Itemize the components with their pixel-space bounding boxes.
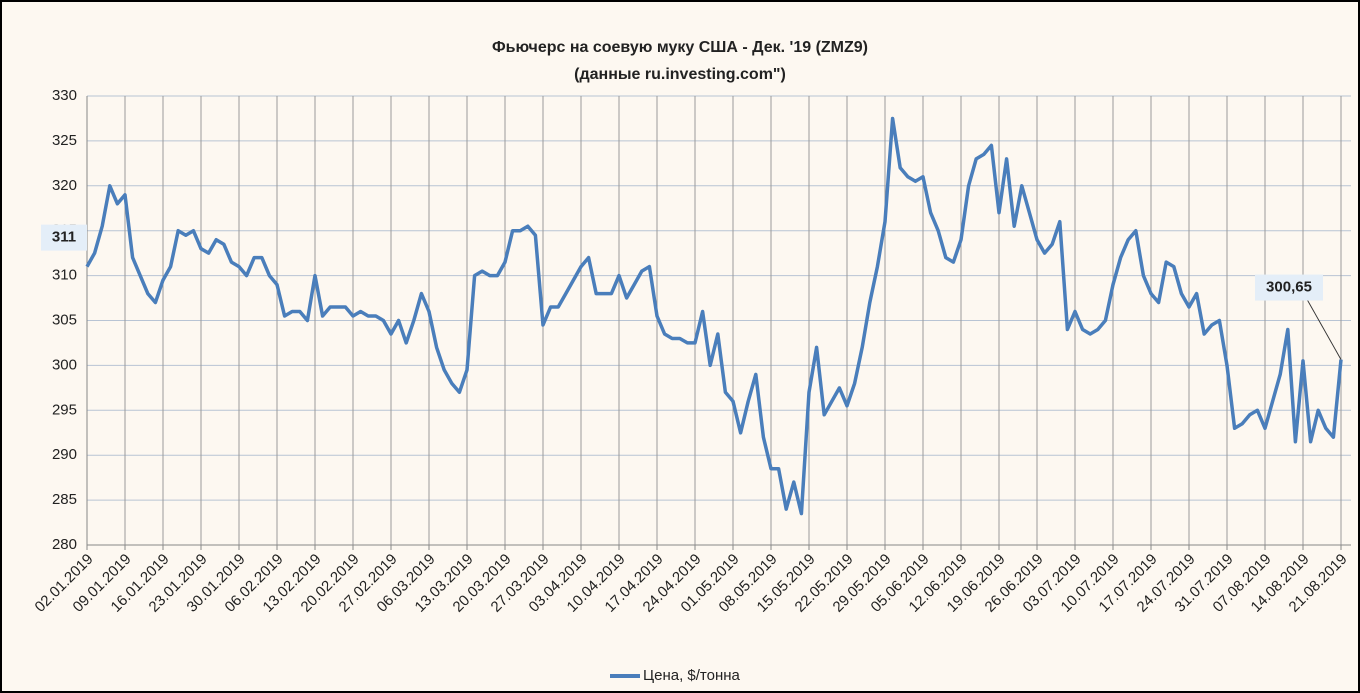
legend-label: Цена, $/тонна [643,667,741,684]
y-tick-label: 290 [52,446,77,463]
y-tick-label: 330 [52,87,77,104]
y-tick-label: 300 [52,356,77,373]
data-label: 311 [52,229,76,246]
y-tick-label: 285 [52,491,77,508]
y-tick-label: 280 [52,536,77,553]
data-label: 300,65 [1266,279,1312,296]
y-tick-label: 325 [52,132,77,149]
chart-title: Фьючерс на соевую муку США - Дек. '19 (Z… [492,39,868,56]
chart-subtitle: (данные ru.investing.com") [574,66,786,83]
y-tick-label: 320 [52,177,77,194]
y-tick-label: 295 [52,401,77,418]
chart: Фьючерс на соевую муку США - Дек. '19 (Z… [0,0,1360,693]
y-tick-label: 310 [52,267,77,284]
page: {"chart_data": {"type": "line", "title":… [0,0,1360,693]
y-tick-label: 305 [52,311,77,328]
